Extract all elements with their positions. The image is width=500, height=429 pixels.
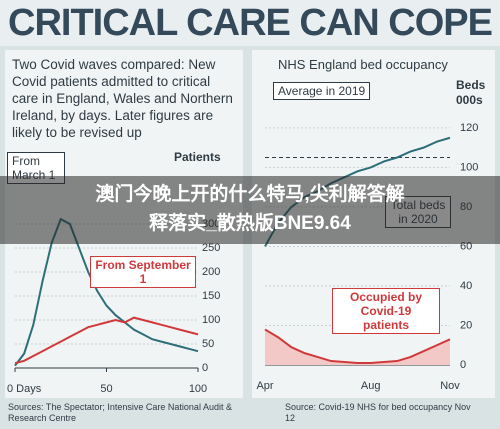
source: Source: Covid-19 NHS for bed occupancy N…: [285, 402, 471, 423]
overlay: 澳门今晚上开的什么特马,尖利解答解 释落实_散热版BNE9.64: [0, 180, 500, 238]
line: [14, 316, 199, 365]
line: [14, 217, 199, 367]
series-label: Occupied by Covid-19 patients: [332, 288, 440, 334]
x-tick-label: Apr: [256, 380, 273, 392]
line: [264, 328, 451, 365]
x-tick-label: 0 Days: [7, 383, 42, 395]
y-tick-label: 100: [460, 161, 478, 173]
overlay-line: 澳门今晚上开的什么特马,尖利解答解: [95, 184, 405, 205]
x-tick-label: 50: [100, 383, 112, 395]
x-tick-label: 100: [189, 383, 207, 395]
y-tick-label: 0: [460, 359, 466, 371]
y-axis-label: Patients: [174, 150, 221, 164]
overlay-band: [0, 176, 500, 244]
reference-label: Average in 2019: [273, 82, 371, 100]
overlay-line: 释落实_散热版BNE9.64: [149, 213, 351, 234]
subtitle: Two Covid waves compared: New Covid pati…: [12, 57, 233, 140]
source: Sources: The Spectator; Intensive Care N…: [8, 402, 232, 423]
y-tick-label: 50: [202, 338, 214, 350]
x-tick-label: Nov: [440, 380, 460, 392]
y-tick-label: 20: [460, 319, 472, 331]
y-tick-label: 120: [460, 122, 478, 134]
title: CRITICAL CARE CAN COPE: [8, 2, 493, 44]
header: [0, 0, 500, 46]
y-axis-label: Beds 000s: [456, 78, 486, 107]
chart-title: NHS England bed occupancy: [278, 57, 448, 72]
y-tick-label: 0: [202, 362, 208, 374]
y-tick-label: 150: [202, 290, 220, 302]
y-tick-label: 100: [202, 314, 220, 326]
x-tick-label: Aug: [361, 380, 381, 392]
y-tick-label: 40: [460, 280, 472, 292]
y-tick-label: 250: [202, 242, 220, 254]
series-label: From September 1: [90, 256, 196, 288]
y-tick-label: 200: [202, 266, 220, 278]
